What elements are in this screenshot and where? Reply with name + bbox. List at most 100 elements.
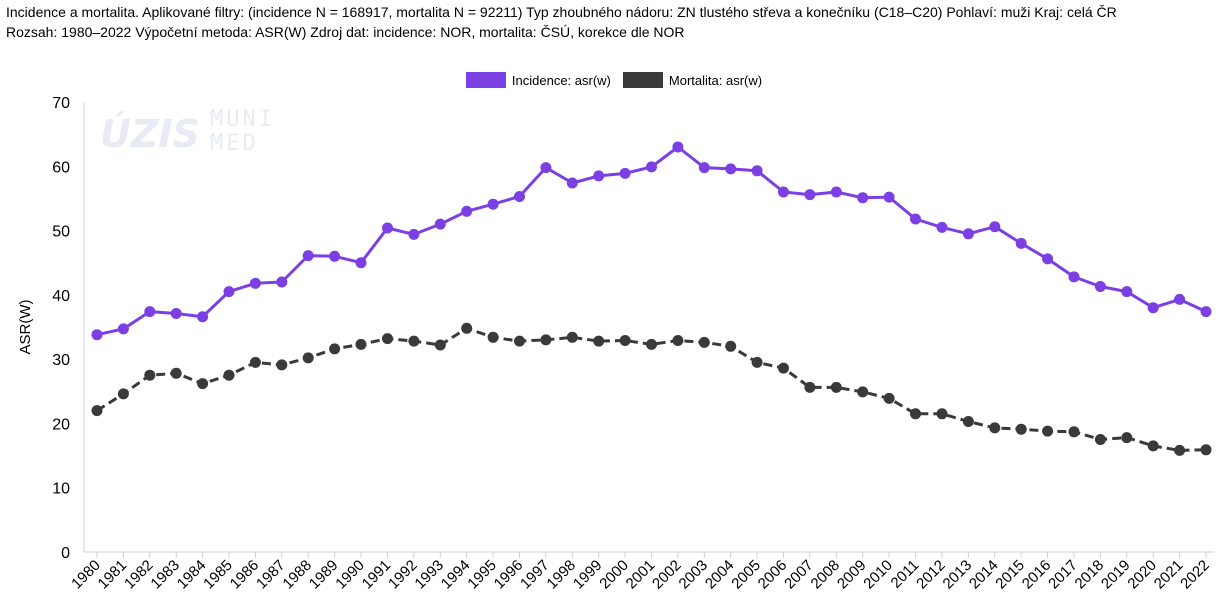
data-point[interactable]: [804, 381, 816, 393]
data-point[interactable]: [910, 213, 921, 225]
data-point[interactable]: [434, 218, 446, 230]
data-point[interactable]: [514, 335, 525, 347]
x-tick-label: 2020: [1124, 557, 1160, 593]
data-point[interactable]: [804, 189, 816, 201]
x-tick-label: 2006: [755, 557, 791, 593]
x-tick-label: 2011: [888, 557, 923, 592]
data-point[interactable]: [1094, 434, 1106, 445]
data-point[interactable]: [170, 308, 182, 319]
data-point[interactable]: [725, 340, 737, 352]
data-point[interactable]: [883, 392, 895, 404]
data-point[interactable]: [382, 222, 393, 234]
data-point[interactable]: [989, 221, 1001, 233]
data-point[interactable]: [962, 416, 974, 427]
data-point[interactable]: [197, 311, 209, 323]
data-point[interactable]: [144, 306, 156, 318]
data-point[interactable]: [989, 422, 1001, 434]
data-point[interactable]: [302, 352, 314, 364]
data-point[interactable]: [1015, 237, 1027, 249]
legend-item-incidence[interactable]: Incidence: asr(w): [465, 72, 611, 88]
data-point[interactable]: [1147, 440, 1159, 452]
data-point[interactable]: [698, 162, 710, 174]
data-point[interactable]: [672, 335, 684, 346]
y-tick-label: 30: [52, 352, 70, 369]
data-point[interactable]: [751, 165, 763, 177]
data-point[interactable]: [408, 335, 420, 347]
data-point[interactable]: [197, 378, 209, 390]
legend-item-mortalita[interactable]: Mortalita: asr(w): [622, 72, 762, 88]
data-point[interactable]: [540, 162, 552, 174]
data-point[interactable]: [461, 322, 473, 334]
data-point[interactable]: [170, 367, 182, 379]
data-point[interactable]: [329, 250, 341, 262]
data-point[interactable]: [461, 205, 473, 217]
x-tick-label: 2001: [623, 557, 659, 593]
data-point[interactable]: [276, 359, 288, 371]
data-point[interactable]: [408, 228, 420, 240]
data-point[interactable]: [1200, 444, 1212, 456]
data-point[interactable]: [857, 192, 869, 204]
data-point[interactable]: [646, 338, 657, 350]
data-point[interactable]: [1200, 306, 1212, 318]
data-point[interactable]: [566, 177, 578, 189]
data-point[interactable]: [514, 191, 525, 202]
data-point[interactable]: [830, 381, 842, 393]
data-point[interactable]: [1042, 253, 1054, 265]
data-point[interactable]: [144, 369, 156, 381]
data-point[interactable]: [1147, 302, 1159, 314]
data-point[interactable]: [619, 335, 631, 346]
data-point[interactable]: [1174, 293, 1186, 305]
data-point[interactable]: [249, 356, 261, 368]
data-point[interactable]: [355, 338, 367, 350]
data-point[interactable]: [91, 329, 103, 341]
x-tick-label: 2018: [1072, 557, 1108, 593]
data-point[interactable]: [1015, 423, 1027, 435]
data-point[interactable]: [910, 408, 921, 420]
data-point[interactable]: [830, 186, 842, 198]
data-point[interactable]: [1121, 286, 1133, 298]
data-point[interactable]: [1042, 425, 1054, 437]
data-point[interactable]: [1121, 432, 1133, 444]
x-tick-label: 1989: [306, 557, 342, 593]
data-point[interactable]: [751, 356, 763, 368]
muni-logo-text: MUNI: [210, 107, 275, 132]
data-point[interactable]: [593, 170, 605, 182]
data-point[interactable]: [936, 408, 948, 420]
data-point[interactable]: [355, 257, 367, 269]
data-point[interactable]: [249, 277, 261, 289]
data-point[interactable]: [117, 388, 129, 400]
data-point[interactable]: [778, 362, 789, 374]
data-point[interactable]: [1174, 444, 1186, 456]
x-tick-label: 2008: [808, 557, 844, 593]
data-point[interactable]: [566, 331, 578, 343]
data-point[interactable]: [857, 386, 869, 398]
x-tick-label: 1993: [411, 557, 447, 593]
data-point[interactable]: [1094, 281, 1106, 292]
y-tick-label: 60: [52, 159, 70, 176]
data-point[interactable]: [883, 191, 895, 203]
data-point[interactable]: [778, 186, 789, 198]
data-point[interactable]: [487, 331, 499, 343]
data-point[interactable]: [619, 167, 631, 179]
data-point[interactable]: [223, 286, 235, 298]
data-point[interactable]: [540, 334, 552, 346]
data-point[interactable]: [223, 369, 235, 381]
data-point[interactable]: [725, 163, 737, 175]
data-point[interactable]: [302, 250, 314, 262]
data-point[interactable]: [1068, 426, 1080, 438]
data-point[interactable]: [962, 228, 974, 240]
data-point[interactable]: [382, 333, 393, 345]
data-point[interactable]: [1068, 271, 1080, 283]
data-point[interactable]: [117, 323, 129, 335]
data-point[interactable]: [646, 161, 657, 173]
data-point[interactable]: [276, 276, 288, 288]
data-point[interactable]: [487, 198, 499, 210]
data-point[interactable]: [672, 141, 684, 153]
data-point[interactable]: [936, 221, 948, 233]
data-point[interactable]: [593, 335, 605, 347]
data-point[interactable]: [329, 343, 341, 355]
data-point[interactable]: [434, 339, 446, 351]
data-point[interactable]: [698, 336, 710, 348]
data-point[interactable]: [91, 405, 103, 417]
